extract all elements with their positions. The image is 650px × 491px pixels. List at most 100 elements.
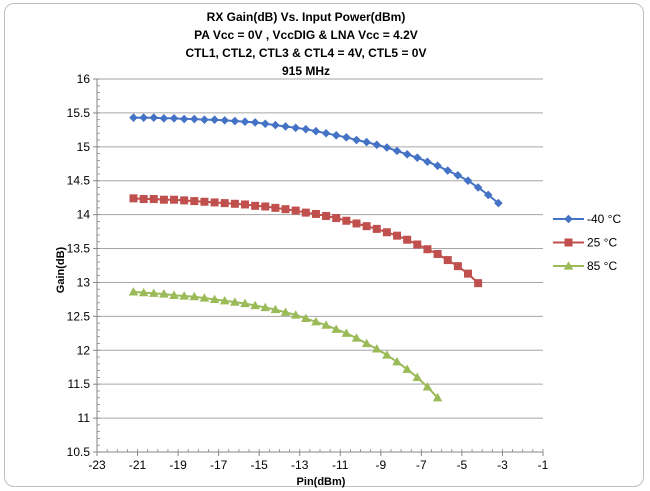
data-point: [240, 200, 249, 209]
data-point: [311, 316, 321, 326]
data-point: [210, 115, 219, 124]
y-tick-label: 12.5: [67, 309, 91, 323]
x-tick-label: -19: [169, 458, 187, 472]
data-point: [138, 287, 149, 297]
x-tick-labels: -23 -21 -19 -17 -15 -13 -11 -9 -7 -5 -3 -1: [88, 458, 548, 472]
chart-title-line-2: PA Vcc = 0V , VccDIG & LNA Vcc = 4.2V: [194, 28, 418, 42]
y-tick-label: 11: [78, 411, 91, 425]
data-point: [281, 205, 290, 214]
x-axis-title: Pin(dBm): [297, 476, 346, 488]
data-point: [341, 328, 352, 337]
gridlines: [97, 78, 543, 419]
data-point: [372, 224, 381, 233]
data-point: [443, 256, 452, 265]
data-point: [331, 324, 342, 333]
data-point: [200, 197, 209, 206]
data-point: [311, 126, 321, 136]
data-point: [129, 194, 138, 203]
y-tick-label: 15.5: [67, 106, 91, 120]
data-point: [321, 128, 331, 138]
data-point: [210, 198, 219, 207]
data-point: [382, 350, 392, 359]
data-point: [291, 123, 300, 133]
data-point: [463, 176, 473, 186]
data-point: [382, 228, 391, 237]
data-point: [139, 195, 148, 204]
data-point: [200, 115, 209, 124]
x-tick-label: -11: [332, 458, 349, 472]
data-point: [332, 214, 341, 223]
data-point: [342, 133, 351, 142]
legend: -40 °C 25 °C 85 °C: [553, 212, 621, 273]
x-tick-label: -17: [210, 458, 228, 472]
data-point: [403, 235, 412, 244]
data-point: [362, 137, 371, 147]
data-point: [413, 153, 422, 162]
x-tick-label: -3: [497, 458, 508, 472]
data-point: [230, 116, 240, 126]
legend-label: -40 °C: [587, 212, 621, 226]
data-point: [129, 113, 138, 122]
data-point: [169, 114, 179, 123]
data-point: [271, 203, 280, 212]
data-point: [179, 114, 189, 124]
data-point: [432, 392, 443, 402]
data-point: [423, 157, 432, 167]
data-point: [179, 291, 189, 300]
data-point: [352, 219, 361, 228]
data-point: [159, 195, 168, 204]
legend-label: 85 °C: [587, 259, 617, 273]
legend-marker: [564, 238, 573, 247]
y-tick-label: 11.5: [68, 377, 91, 391]
data-point: [301, 313, 311, 322]
data-point: [321, 320, 331, 329]
data-point: [260, 119, 270, 129]
y-tick-label: 12: [77, 343, 91, 357]
data-point: [412, 372, 423, 381]
x-tick-label: -15: [251, 458, 269, 472]
y-tick-label: 15: [77, 140, 91, 154]
data-point: [371, 344, 382, 353]
chart-title-line-3: CTL1, CTL2, CTL3 & CTL4 = 4V, CTL5 = 0V: [186, 46, 427, 60]
data-point: [351, 333, 362, 342]
data-point: [250, 300, 260, 310]
data-point: [230, 297, 240, 306]
data-point: [240, 117, 250, 127]
data-point: [270, 304, 281, 314]
y-tick-label: 14: [77, 208, 91, 222]
data-point: [280, 307, 291, 316]
data-point: [301, 208, 310, 217]
data-point: [290, 310, 301, 319]
x-tick-label: -1: [538, 458, 549, 472]
data-point: [199, 293, 210, 302]
data-point: [149, 195, 158, 204]
data-point: [190, 114, 199, 124]
chart-title-line-1: RX Gain(dB) Vs. Input Power(dBm): [207, 10, 406, 24]
series-3: [128, 287, 443, 402]
data-point: [382, 143, 392, 152]
data-series: [128, 113, 503, 402]
series-1: [129, 113, 503, 208]
data-point: [393, 231, 402, 240]
data-point: [189, 291, 200, 301]
data-point: [443, 166, 453, 175]
data-point: [149, 113, 159, 122]
data-point: [271, 120, 280, 130]
y-tick-label: 16: [77, 72, 91, 86]
data-point: [483, 190, 493, 200]
data-point: [291, 206, 300, 215]
data-point: [422, 382, 433, 391]
y-tick-label: 13: [77, 275, 91, 289]
data-point: [220, 116, 230, 125]
data-point: [413, 240, 422, 249]
data-point: [251, 201, 260, 210]
data-point: [392, 146, 402, 156]
x-tick-label: -9: [375, 458, 386, 472]
data-point: [433, 161, 442, 171]
data-point: [159, 289, 169, 298]
data-point: [361, 338, 372, 348]
data-point: [170, 195, 179, 204]
chart-frame: [4, 3, 644, 487]
data-point: [148, 288, 159, 297]
